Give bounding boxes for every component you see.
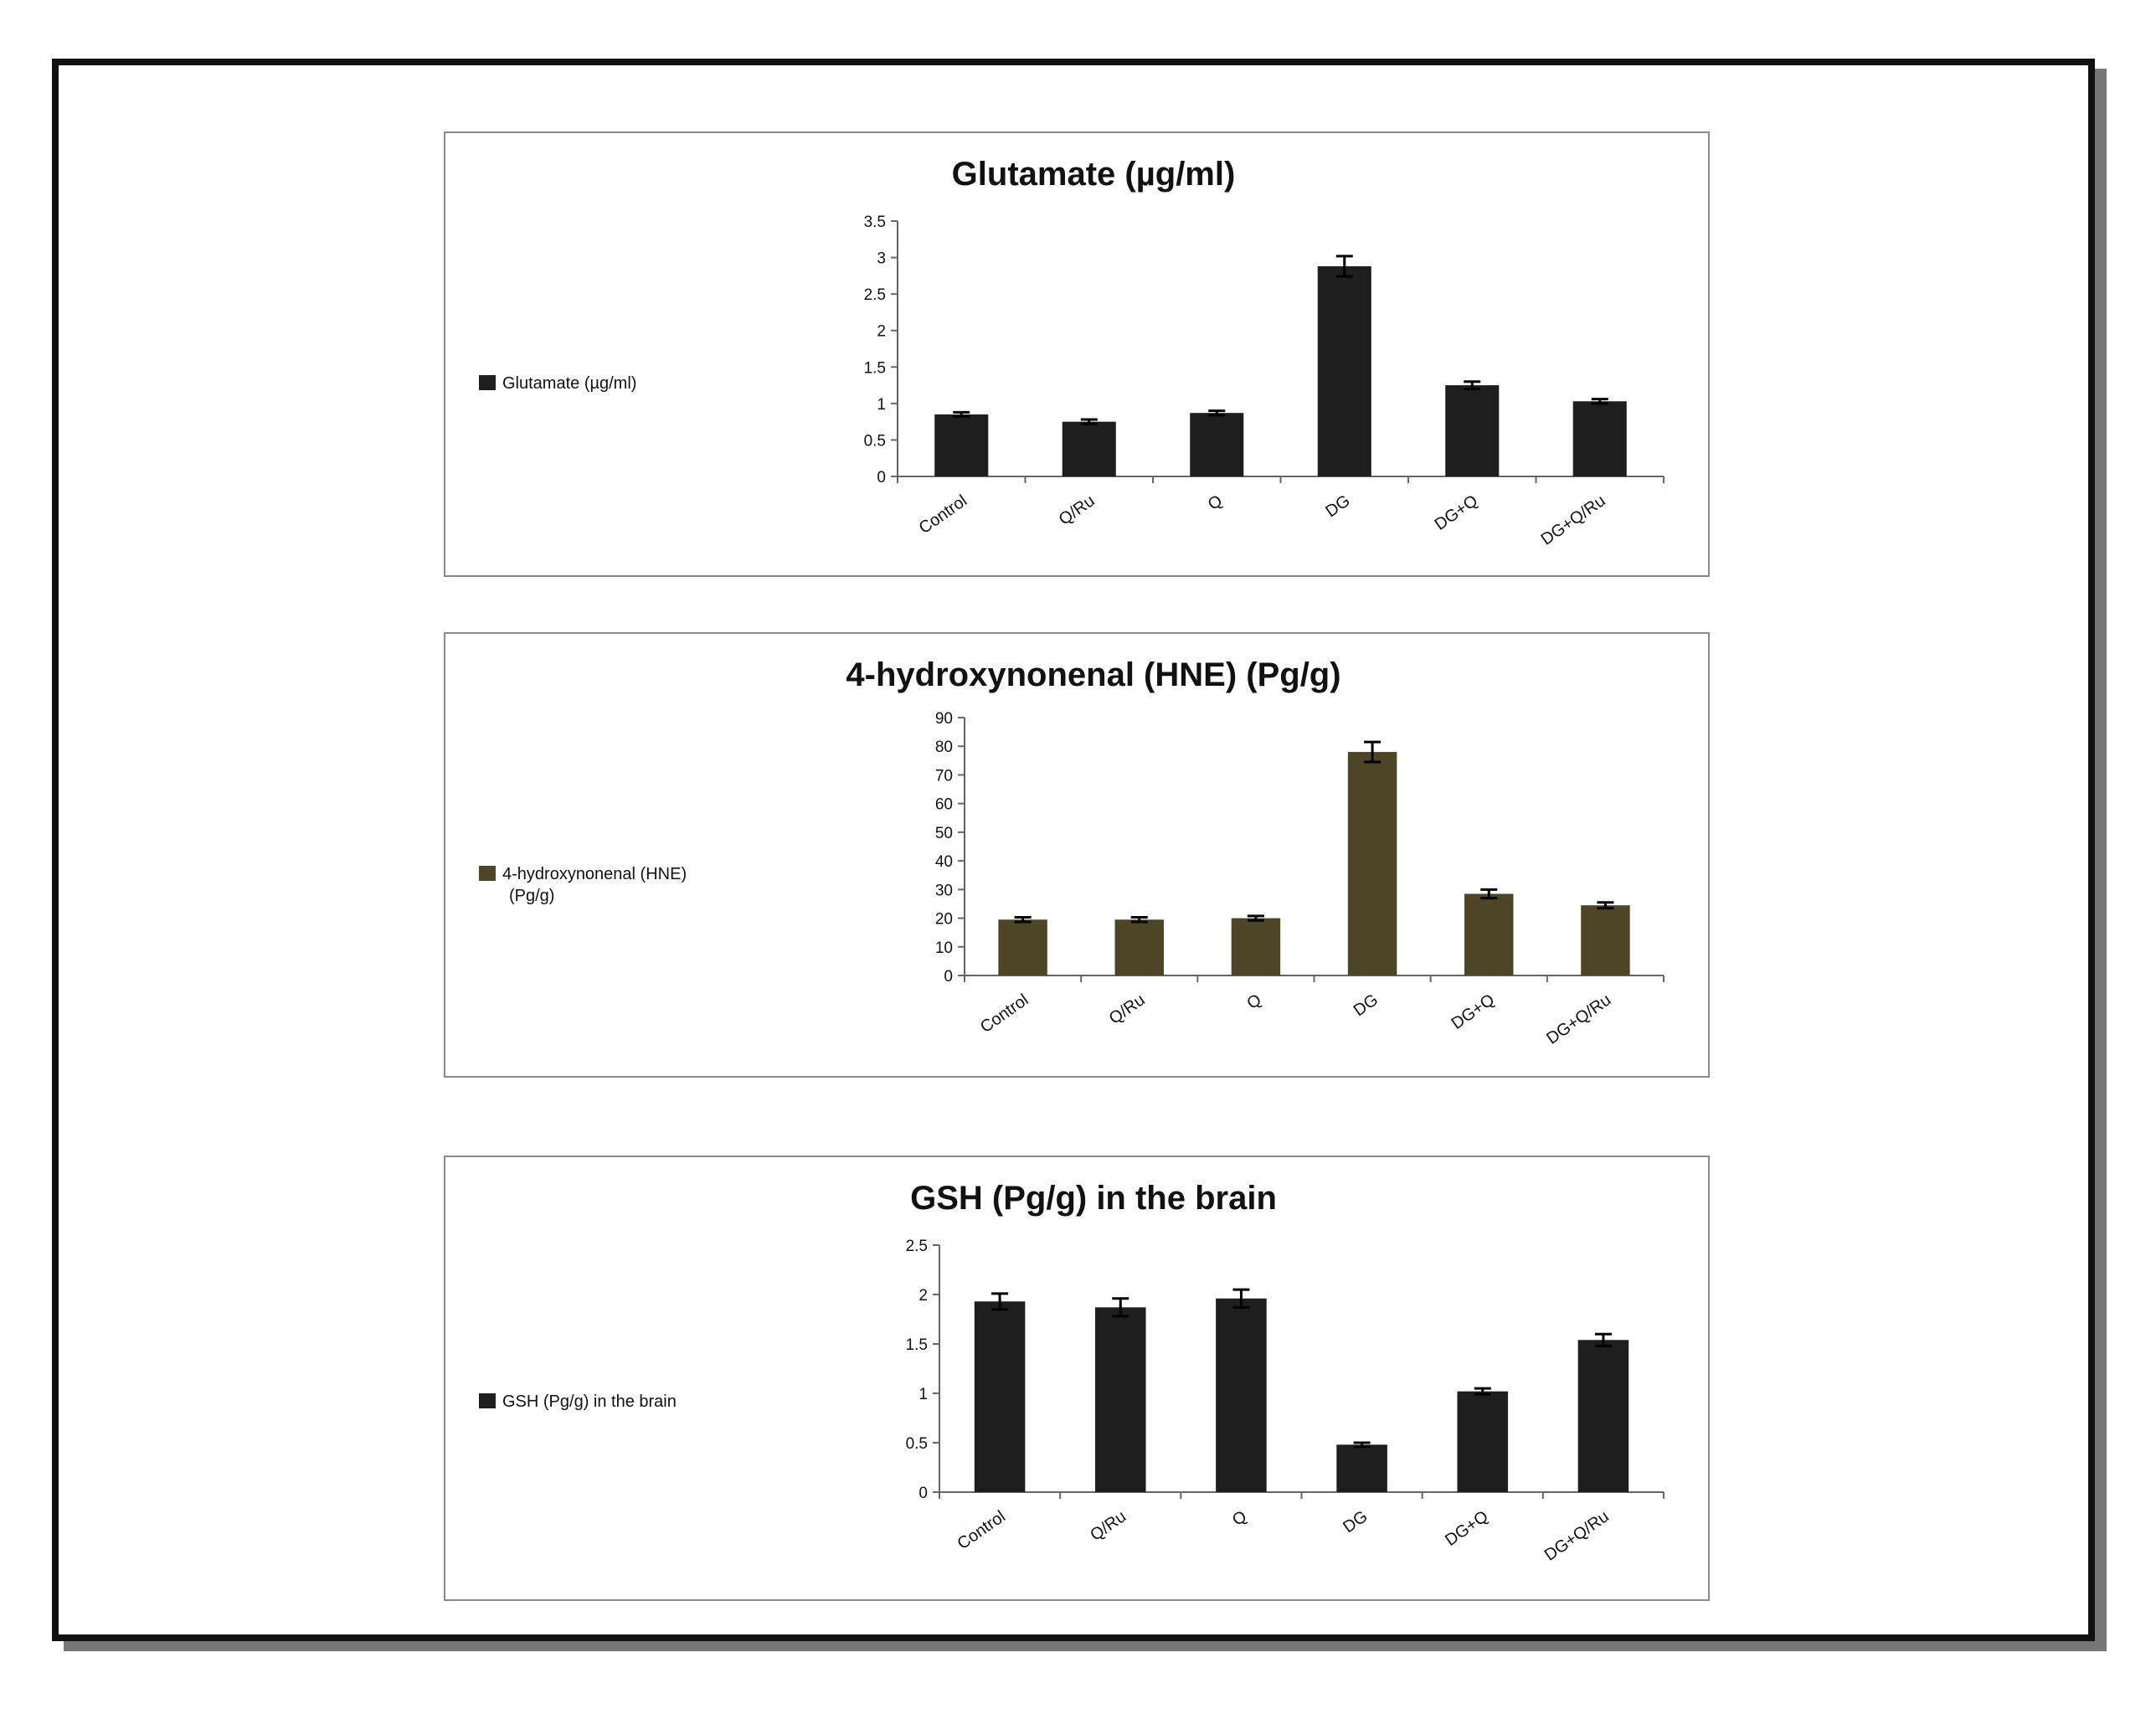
bar-control	[998, 919, 1047, 975]
y-tick-label: 80	[935, 739, 953, 756]
bar-dg	[1336, 1444, 1387, 1492]
y-tick-label: 0	[877, 469, 886, 486]
y-tick-label: 60	[935, 796, 953, 814]
y-tick-label: 0.5	[864, 432, 886, 450]
y-tick-label: 0	[944, 968, 953, 986]
y-tick-label: 40	[935, 853, 953, 871]
bar-dg-q	[1445, 385, 1500, 476]
chart-panel-hne: 4-hydroxynonenal (HNE) (Pg/g) 0 10 20 30 40 50…	[444, 632, 1710, 1078]
x-tick-label: DG	[1322, 492, 1353, 521]
x-tick-label: Q/Ru	[1087, 1507, 1129, 1545]
chart-svg-gsh: GSH (Pg/g) in the brain 0 0.5 1 1.5 2 2.5 Contr…	[479, 1180, 1665, 1565]
x-tick-label: Q	[1229, 1507, 1250, 1530]
y-tick-label: 1.5	[906, 1336, 928, 1354]
x-tick-label: Q/Ru	[1056, 492, 1099, 529]
chart-svg-glutamate: Glutamate (µg/ml) 0 0.5 1 1.5 2 2.5 3 3.5 Control…	[479, 156, 1665, 549]
y-tick-label: 2	[918, 1287, 928, 1305]
chart-title: GSH (Pg/g) in the brain	[910, 1180, 1277, 1217]
x-tick-label: DG+Q	[1448, 991, 1499, 1033]
bar-dg-q	[1464, 893, 1514, 975]
x-tick-label: DG	[1340, 1507, 1371, 1537]
x-tick-label: Control	[977, 991, 1032, 1037]
legend-label-line: (Pg/g)	[509, 887, 554, 905]
bar-dg-q-ru	[1581, 905, 1630, 975]
bar-q-ru	[1062, 421, 1116, 476]
y-tick-label: 2	[877, 323, 886, 341]
legend-swatch	[479, 1393, 496, 1408]
y-tick-label: 1	[877, 396, 886, 414]
chart-title: Glutamate (µg/ml)	[952, 156, 1236, 193]
legend-label: 4-hydroxynonenal (HNE) (Pg/g)	[502, 865, 687, 905]
bar-dg-q	[1457, 1391, 1509, 1492]
x-tick-label: DG+Q/Ru	[1538, 492, 1609, 549]
bar-control	[974, 1301, 1026, 1492]
bar-q	[1231, 918, 1281, 975]
x-tick-label: Q/Ru	[1106, 991, 1149, 1028]
y-tick-label: 50	[935, 825, 953, 842]
y-tick-label: 20	[935, 911, 953, 929]
y-tick-label: 1	[918, 1386, 928, 1403]
y-tick-label: 1.5	[864, 359, 886, 377]
bar-control	[934, 414, 989, 476]
chart-svg-hne: 4-hydroxynonenal (HNE) (Pg/g) 0 10 20 30 40 50…	[479, 656, 1665, 1048]
y-tick-label: 70	[935, 767, 953, 785]
x-tick-label: Q	[1243, 991, 1264, 1013]
bar-q	[1216, 1298, 1267, 1492]
chart-title: 4-hydroxynonenal (HNE) (Pg/g)	[846, 656, 1340, 693]
y-tick-label: 3.5	[864, 214, 886, 231]
legend-label-line: GSH (Pg/g) in the brain	[502, 1392, 677, 1411]
x-tick-label: Control	[916, 492, 970, 538]
y-tick-label: 90	[935, 710, 953, 728]
y-tick-label: 0.5	[906, 1435, 928, 1453]
bar-dg-q-ru	[1577, 1340, 1629, 1492]
legend-label: Glutamate (µg/ml)	[502, 374, 636, 393]
legend-label-line: 4-hydroxynonenal (HNE)	[502, 865, 687, 883]
x-tick-label: DG	[1351, 991, 1382, 1020]
bar-dg	[1317, 266, 1371, 476]
bar-dg	[1347, 752, 1397, 975]
y-tick-label: 3	[877, 250, 886, 268]
legend-swatch	[479, 375, 496, 390]
bar-dg-q-ru	[1572, 401, 1627, 476]
y-tick-label: 0	[918, 1485, 928, 1502]
x-tick-label: DG+Q/Ru	[1541, 1507, 1613, 1565]
legend-label: GSH (Pg/g) in the brain	[502, 1392, 677, 1411]
bar-q	[1190, 413, 1244, 476]
chart-panel-gsh: GSH (Pg/g) in the brain 0 0.5 1 1.5 2 2.5 Contr…	[444, 1156, 1710, 1601]
bar-q-ru	[1114, 919, 1164, 975]
chart-panel-glutamate: Glutamate (µg/ml) 0 0.5 1 1.5 2 2.5 3 3.5 Control…	[444, 131, 1710, 577]
x-tick-label: Control	[955, 1507, 1009, 1553]
y-tick-label: 2.5	[864, 286, 886, 304]
y-tick-label: 30	[935, 882, 953, 899]
y-tick-label: 10	[935, 939, 953, 957]
x-tick-label: DG+Q/Ru	[1543, 991, 1614, 1048]
x-tick-label: DG+Q	[1432, 492, 1482, 534]
legend-label-line: Glutamate (µg/ml)	[502, 374, 636, 393]
x-tick-label: Q	[1205, 492, 1226, 514]
legend-swatch	[479, 866, 496, 881]
x-tick-label: DG+Q	[1442, 1507, 1492, 1550]
bar-q-ru	[1094, 1307, 1146, 1492]
y-tick-label: 2.5	[906, 1238, 928, 1255]
